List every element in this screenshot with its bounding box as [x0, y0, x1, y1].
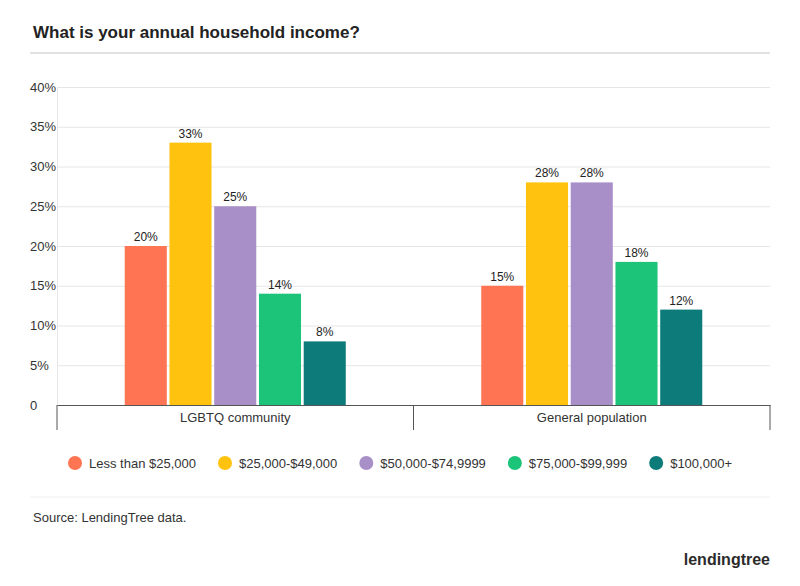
- bar: [304, 341, 346, 405]
- bar: [571, 182, 613, 405]
- y-tick-label: 0: [30, 398, 37, 413]
- legend-label: $75,000-$99,999: [529, 456, 627, 471]
- legend-item: $50,000-$74,9999: [359, 456, 486, 471]
- bar: [615, 262, 657, 405]
- category-separator: [413, 405, 414, 430]
- y-tick-label: 25%: [30, 199, 56, 214]
- legend-item: $100,000+: [649, 456, 732, 471]
- y-tick-label: 15%: [30, 278, 56, 293]
- data-label: 28%: [535, 166, 559, 180]
- data-labels: 20% 15% 33% 28% 25% 28% 14% 18% 8% 12%: [134, 127, 694, 340]
- bar: [481, 286, 523, 405]
- legend-label: $100,000+: [670, 456, 732, 471]
- legend-label: $50,000-$74,9999: [380, 456, 486, 471]
- y-tick-label: 40%: [30, 80, 56, 95]
- legend-swatch: [508, 456, 522, 470]
- category-separator: [57, 405, 58, 430]
- data-label: 25%: [223, 190, 247, 204]
- bar: [526, 182, 568, 405]
- y-tick: 35%: [30, 119, 770, 134]
- y-tick-label: 20%: [30, 239, 56, 254]
- data-label: 8%: [316, 325, 334, 339]
- title: What is your annual household income?: [33, 23, 360, 42]
- data-label: 12%: [669, 294, 693, 308]
- x-tick-label: General population: [537, 410, 647, 425]
- legend-item: $75,000-$99,999: [508, 456, 627, 471]
- bars: [125, 143, 703, 405]
- y-axis: 0 5% 10% 15% 20% 25% 30% 35% 40%: [30, 80, 770, 413]
- y-tick-label: 30%: [30, 159, 56, 174]
- chart: What is your annual household income? 0 5%…: [0, 0, 800, 586]
- grid-line: [57, 87, 770, 88]
- legend-item: Less than $25,000: [68, 456, 196, 471]
- legend-label: Less than $25,000: [89, 456, 196, 471]
- legend-item: $25,000-$49,000: [218, 456, 337, 471]
- legend-swatch: [359, 456, 373, 470]
- y-tick-label: 35%: [30, 119, 56, 134]
- y-tick: 40%: [30, 80, 770, 95]
- bar: [660, 310, 702, 405]
- x-tick: General population: [537, 405, 647, 425]
- grid-line: [57, 127, 770, 128]
- bar: [169, 143, 211, 405]
- legend-label: $25,000-$49,000: [239, 456, 337, 471]
- data-label: 14%: [268, 278, 292, 292]
- source: Source: LendingTree data.: [33, 510, 186, 525]
- bar: [259, 294, 301, 405]
- logo: lendingtree: [684, 551, 770, 568]
- legend: Less than $25,000 $25,000-$49,000 $50,000-…: [68, 456, 732, 471]
- legend-swatch: [218, 456, 232, 470]
- x-tick: LGBTQ community: [180, 405, 291, 425]
- category-separator: [770, 405, 771, 430]
- data-label: 15%: [490, 270, 514, 284]
- y-tick-label: 10%: [30, 318, 56, 333]
- data-label: 18%: [624, 246, 648, 260]
- y-tick-label: 5%: [30, 358, 49, 373]
- grid-line: [57, 167, 770, 168]
- footer-rule: [30, 497, 770, 498]
- y-tick: 30%: [30, 159, 770, 174]
- data-label: 33%: [178, 127, 202, 141]
- legend-swatch: [68, 456, 82, 470]
- title-rule: [30, 52, 770, 54]
- bar: [125, 246, 167, 405]
- grid-line: [57, 206, 770, 207]
- x-tick-label: LGBTQ community: [180, 410, 291, 425]
- data-label: 28%: [580, 166, 604, 180]
- data-label: 20%: [134, 230, 158, 244]
- y-tick: 25%: [30, 199, 770, 214]
- legend-swatch: [649, 456, 663, 470]
- bar: [214, 206, 256, 405]
